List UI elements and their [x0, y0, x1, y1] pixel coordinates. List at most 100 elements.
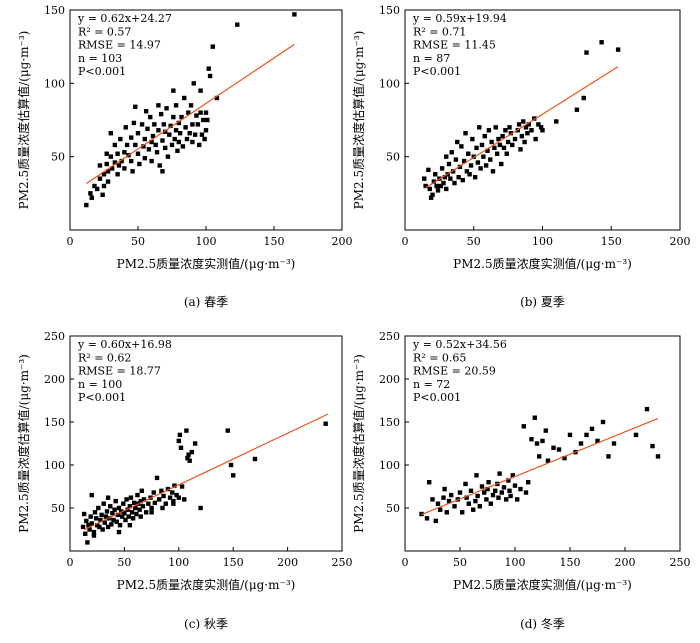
data-point	[545, 458, 551, 463]
y-axis-label: PM2.5质量浓度估算值/(μg·m⁻³)	[16, 31, 31, 210]
data-point	[525, 131, 530, 136]
data-point	[650, 443, 655, 449]
data-point	[490, 492, 496, 498]
data-point	[115, 151, 120, 156]
data-point	[484, 497, 489, 502]
data-point	[115, 172, 120, 177]
data-point	[464, 495, 469, 500]
data-point	[154, 475, 160, 481]
data-point	[633, 432, 639, 438]
data-point	[466, 501, 471, 506]
data-point	[534, 441, 540, 446]
data-point	[433, 518, 438, 524]
data-point	[516, 122, 522, 127]
data-point	[140, 504, 146, 509]
data-point	[160, 505, 165, 511]
x-tick-label: 150	[560, 556, 581, 569]
data-point	[167, 132, 172, 137]
data-point	[504, 497, 509, 502]
data-point	[536, 122, 541, 127]
y-tick-label: 50	[51, 151, 65, 164]
data-point	[130, 169, 135, 174]
y-axis-label: PM2.5质量浓度估算值/(μg·m⁻³)	[351, 31, 366, 210]
data-point	[116, 163, 122, 168]
data-point	[127, 523, 133, 528]
data-point	[81, 511, 87, 517]
data-point	[606, 454, 611, 459]
data-point	[441, 495, 446, 500]
data-point	[105, 179, 111, 184]
data-point	[444, 510, 449, 515]
data-point	[156, 103, 161, 108]
data-point	[178, 445, 184, 450]
data-point	[192, 441, 198, 446]
data-point	[130, 516, 136, 521]
x-tick-label: 150	[601, 235, 622, 248]
data-point	[157, 163, 162, 168]
data-point	[479, 142, 485, 148]
stat-annotation: RMSE = 11.45	[413, 39, 496, 52]
x-tick-label: 200	[277, 556, 298, 569]
data-point	[105, 524, 111, 530]
x-axis-label: PM2.5质量浓度实测值/(μg·m⁻³)	[453, 256, 632, 271]
data-point	[133, 505, 138, 511]
data-point	[507, 125, 512, 130]
data-point	[139, 488, 145, 493]
data-point	[172, 483, 177, 488]
data-point	[109, 166, 115, 171]
data-point	[497, 142, 503, 148]
stat-annotation: RMSE = 18.77	[78, 365, 161, 378]
data-point	[184, 428, 189, 433]
data-point	[197, 142, 202, 148]
y-tick-label: 150	[44, 416, 65, 429]
data-point	[100, 527, 105, 532]
data-point	[89, 492, 94, 498]
y-tick-label: 100	[379, 459, 400, 472]
data-point	[113, 498, 118, 504]
stat-annotation: n = 87	[413, 52, 450, 65]
stat-annotation: y = 0.60x+16.98	[77, 338, 172, 351]
data-point	[87, 527, 92, 532]
data-point	[111, 517, 116, 523]
data-point	[173, 103, 179, 108]
data-point	[202, 136, 207, 142]
data-point	[466, 151, 471, 156]
data-point	[175, 148, 180, 153]
y-tick-label: 150	[379, 416, 400, 429]
data-point	[493, 125, 498, 130]
x-tick-label: 250	[332, 556, 353, 569]
data-point	[515, 497, 520, 502]
stat-annotation: n = 100	[78, 378, 122, 391]
stat-annotation: n = 103	[78, 52, 122, 65]
plot-frame	[404, 335, 681, 552]
data-point	[160, 169, 165, 174]
data-point	[97, 163, 103, 168]
data-point	[152, 500, 158, 506]
data-point	[504, 151, 509, 156]
data-point	[521, 424, 526, 429]
data-point	[600, 419, 606, 425]
data-point	[131, 120, 137, 126]
data-point	[457, 164, 463, 170]
stat-annotation: y = 0.52x+34.56	[412, 338, 507, 351]
data-point	[89, 521, 94, 526]
data-point	[493, 488, 498, 493]
data-point	[157, 497, 162, 502]
data-point	[146, 147, 152, 152]
data-point	[167, 495, 173, 500]
data-point	[441, 180, 446, 186]
data-point	[512, 483, 518, 488]
data-point	[581, 95, 586, 101]
data-point	[446, 498, 452, 504]
data-point	[508, 493, 513, 499]
data-point	[461, 158, 467, 164]
data-point	[176, 120, 181, 126]
data-point	[471, 154, 476, 159]
x-tick-label: 100	[505, 556, 526, 569]
data-point	[463, 131, 468, 136]
data-point	[449, 492, 454, 498]
data-point	[171, 501, 176, 506]
data-point	[529, 128, 534, 133]
data-point	[88, 191, 93, 196]
data-point	[518, 147, 523, 152]
